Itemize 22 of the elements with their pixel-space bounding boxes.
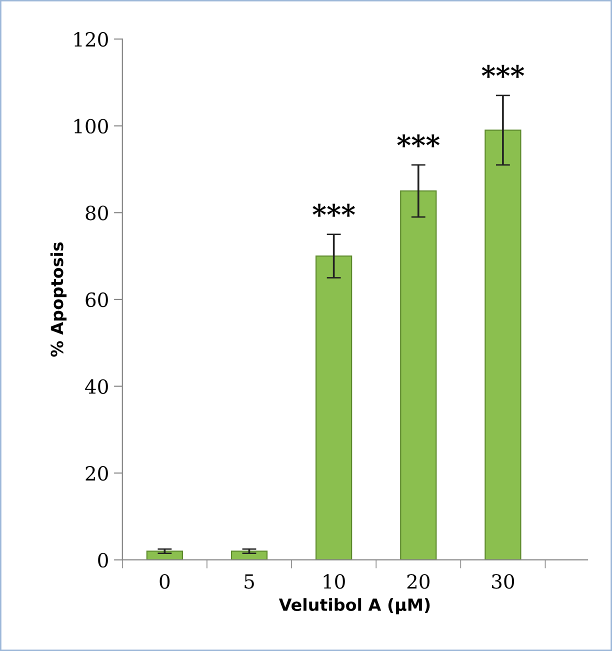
x-tick-label: 0: [160, 574, 170, 589]
x-tick-label: 30: [492, 574, 514, 589]
y-tick-label: 80: [86, 206, 108, 220]
y-tick-label: 20: [86, 466, 108, 481]
bar: [146, 550, 183, 560]
y-axis-title: % Apoptosis: [50, 242, 67, 357]
bar: [230, 550, 268, 560]
bar: [316, 256, 352, 560]
x-tick-label: 10: [324, 574, 345, 589]
x-tick-label: 5: [244, 574, 254, 589]
annotation: ***: [397, 134, 440, 148]
y-tick-label: 0: [98, 552, 108, 568]
y-tick-label: 60: [86, 292, 108, 308]
annotation: ***: [482, 64, 524, 78]
x-tick-label: 20: [407, 574, 430, 589]
x-axis-title: Velutibol A (μM): [278, 598, 430, 614]
y-tick-label: 120: [74, 32, 108, 47]
y-tick-label: 100: [74, 118, 108, 134]
annotation: ***: [312, 204, 355, 217]
bar: [484, 130, 522, 560]
y-tick-label: 40: [85, 379, 108, 394]
bar: [400, 190, 437, 560]
